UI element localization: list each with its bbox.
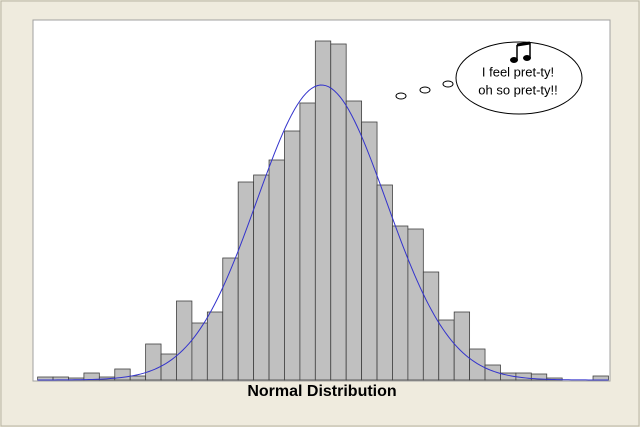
bar [191, 322, 208, 381]
annotation-line: oh so pret-ty!! [478, 82, 557, 97]
bar [407, 228, 424, 381]
bar [515, 372, 532, 381]
bar [314, 40, 332, 381]
bar [484, 364, 501, 381]
bar [392, 225, 409, 381]
bar [345, 100, 363, 381]
thought-bubble: I feel pret-ty! oh so pret-ty!! [395, 41, 583, 115]
bar [237, 181, 255, 381]
bubble [455, 41, 583, 115]
bar [422, 271, 440, 381]
bar [284, 130, 301, 381]
bubble-dot [442, 80, 454, 88]
bubble-dot [395, 92, 407, 100]
bar [268, 159, 285, 381]
bar [453, 311, 471, 381]
chart-title: Normal Distribution [247, 383, 396, 400]
bar [361, 121, 378, 381]
bar [376, 184, 393, 381]
marks [37, 40, 609, 381]
bar [83, 372, 100, 381]
bar [438, 319, 455, 381]
bar [253, 174, 270, 381]
annotation-line: I feel pret-ty! [482, 64, 554, 79]
bar [114, 368, 131, 381]
bar [469, 348, 486, 381]
bar [530, 373, 548, 381]
bar [129, 375, 147, 381]
bar [176, 300, 193, 381]
bar [206, 311, 224, 381]
bubble-dot [419, 86, 431, 94]
bar [592, 375, 609, 381]
music-note [510, 41, 531, 63]
bar [222, 257, 239, 381]
bar [299, 102, 316, 381]
bar [145, 343, 162, 381]
fit-curve [37, 84, 609, 381]
